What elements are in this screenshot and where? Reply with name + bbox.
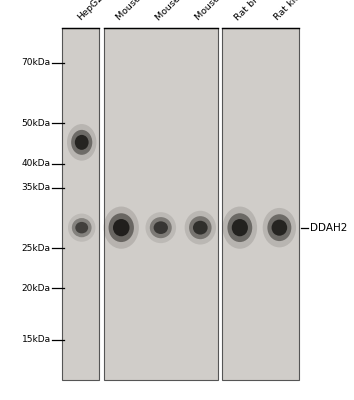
Text: Rat kidney: Rat kidney (273, 0, 315, 22)
Text: 40kDa: 40kDa (22, 159, 51, 168)
Ellipse shape (104, 206, 139, 249)
Bar (104, 28, 218, 380)
Bar (62, 28, 99, 380)
Ellipse shape (263, 208, 296, 247)
Text: HepG2: HepG2 (75, 0, 104, 22)
Bar (222, 28, 299, 380)
Ellipse shape (154, 221, 168, 234)
Ellipse shape (223, 206, 257, 249)
Ellipse shape (267, 214, 291, 241)
Ellipse shape (193, 221, 208, 234)
Ellipse shape (189, 216, 212, 239)
Text: 70kDa: 70kDa (22, 58, 51, 68)
Text: 20kDa: 20kDa (22, 284, 51, 293)
Text: 35kDa: 35kDa (22, 183, 51, 192)
Ellipse shape (72, 218, 92, 237)
Ellipse shape (113, 219, 130, 236)
Ellipse shape (68, 214, 96, 242)
Ellipse shape (75, 135, 88, 150)
Ellipse shape (71, 130, 92, 155)
Text: 50kDa: 50kDa (22, 119, 51, 128)
Text: Mouse kidney: Mouse kidney (194, 0, 246, 22)
Ellipse shape (232, 219, 248, 236)
Ellipse shape (272, 220, 287, 236)
Ellipse shape (150, 217, 172, 238)
Ellipse shape (75, 222, 88, 234)
Text: DDAH2: DDAH2 (310, 223, 347, 233)
Text: Mouse brain: Mouse brain (154, 0, 202, 22)
Ellipse shape (227, 213, 252, 242)
Ellipse shape (109, 213, 134, 242)
Text: Rat brain: Rat brain (234, 0, 270, 22)
Ellipse shape (185, 211, 216, 244)
Text: Mouse lung: Mouse lung (115, 0, 160, 22)
Text: 15kDa: 15kDa (22, 335, 51, 344)
Text: 25kDa: 25kDa (22, 244, 51, 252)
Ellipse shape (67, 124, 96, 161)
Ellipse shape (145, 212, 176, 243)
